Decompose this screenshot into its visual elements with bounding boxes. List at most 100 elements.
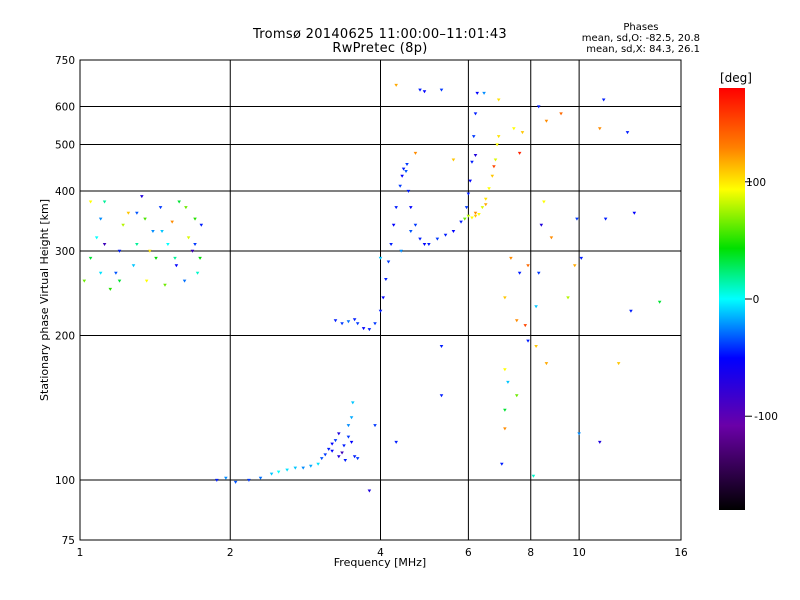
data-point <box>333 319 338 323</box>
data-point <box>483 197 488 201</box>
data-point <box>531 474 536 478</box>
data-point <box>367 489 372 493</box>
data-point <box>549 236 554 240</box>
data-point <box>316 462 320 466</box>
data-point <box>539 223 544 227</box>
data-point <box>158 206 163 210</box>
phase-stats: Phases mean, sd,O: -82.5, 20.8 mean, sd,… <box>582 22 700 55</box>
data-point <box>174 264 179 268</box>
data-point <box>566 296 570 300</box>
data-point <box>140 195 144 199</box>
data-points <box>82 83 662 493</box>
data-point <box>117 279 122 283</box>
data-point <box>378 256 383 260</box>
phase-stats-heading: Phases <box>623 22 659 33</box>
data-point <box>269 472 274 476</box>
data-point <box>473 154 478 158</box>
data-point <box>398 184 402 188</box>
data-point <box>542 200 546 204</box>
phase-stats-x: mean, sd,X: 84.3, 26.1 <box>586 44 700 55</box>
data-point <box>394 440 398 444</box>
data-point <box>512 127 516 131</box>
data-point <box>439 88 444 92</box>
data-point <box>601 98 606 102</box>
data-point <box>418 237 422 241</box>
data-point <box>394 206 398 210</box>
data-point <box>186 236 191 240</box>
data-point <box>126 211 131 215</box>
data-point <box>503 408 507 412</box>
data-point <box>503 427 507 431</box>
data-point <box>536 271 541 275</box>
colorbar-ticks: 100 0 -100 <box>745 177 778 423</box>
data-point <box>352 318 357 322</box>
data-point <box>579 256 584 260</box>
data-point <box>632 211 637 215</box>
data-point <box>215 478 219 482</box>
data-point <box>323 453 328 457</box>
data-point <box>355 457 360 461</box>
data-point <box>160 229 164 233</box>
data-point <box>177 200 181 204</box>
data-point <box>135 242 139 246</box>
data-point <box>629 309 633 313</box>
data-point <box>466 192 471 196</box>
data-point <box>487 187 491 191</box>
y-tick-label: 400 <box>55 186 75 198</box>
data-point <box>475 91 480 95</box>
data-point <box>473 112 478 116</box>
data-point <box>154 256 158 260</box>
colorbar-tick-label: 0 <box>753 294 760 306</box>
colorbar <box>719 88 745 510</box>
data-point <box>143 217 147 221</box>
data-point <box>108 287 113 291</box>
data-point <box>459 220 463 224</box>
data-point <box>102 200 107 204</box>
data-point <box>400 174 404 178</box>
x-tick-label: 1 <box>77 547 84 559</box>
data-point <box>82 279 87 283</box>
data-point <box>496 98 501 102</box>
data-point <box>394 83 398 87</box>
data-point <box>495 143 499 147</box>
data-point <box>468 179 472 183</box>
chart-title: Tromsø 20140625 11:00:00–11:01:43 <box>252 27 508 42</box>
data-point <box>343 458 348 462</box>
data-point <box>384 278 388 282</box>
data-point <box>514 394 519 398</box>
data-point <box>625 131 630 135</box>
data-point <box>247 478 251 482</box>
data-point <box>517 271 522 275</box>
data-point <box>418 88 422 92</box>
data-point <box>473 214 478 218</box>
data-point <box>163 283 167 287</box>
colorbar-tick-label: -100 <box>754 411 778 423</box>
y-tick-label: 100 <box>55 475 75 487</box>
data-point <box>544 119 549 123</box>
x-tick-label: 16 <box>674 547 688 559</box>
data-point <box>190 249 195 253</box>
data-point <box>349 440 354 444</box>
data-point <box>471 135 476 139</box>
data-point <box>464 206 469 210</box>
data-point <box>503 296 507 300</box>
data-point <box>575 217 579 221</box>
data-point <box>373 322 377 326</box>
data-point <box>117 249 122 253</box>
data-point <box>151 229 155 233</box>
data-point <box>462 217 467 221</box>
data-point <box>389 242 393 246</box>
data-point <box>121 223 125 227</box>
data-point <box>88 256 93 260</box>
data-point <box>193 217 197 221</box>
data-point <box>422 90 427 94</box>
data-point <box>301 466 305 470</box>
data-point <box>144 279 149 283</box>
data-point <box>477 212 481 216</box>
data-point <box>340 451 344 455</box>
data-point <box>408 229 413 233</box>
x-tick-label: 4 <box>377 547 384 559</box>
data-point <box>597 440 602 444</box>
colorbar-label: [deg] <box>720 71 752 85</box>
